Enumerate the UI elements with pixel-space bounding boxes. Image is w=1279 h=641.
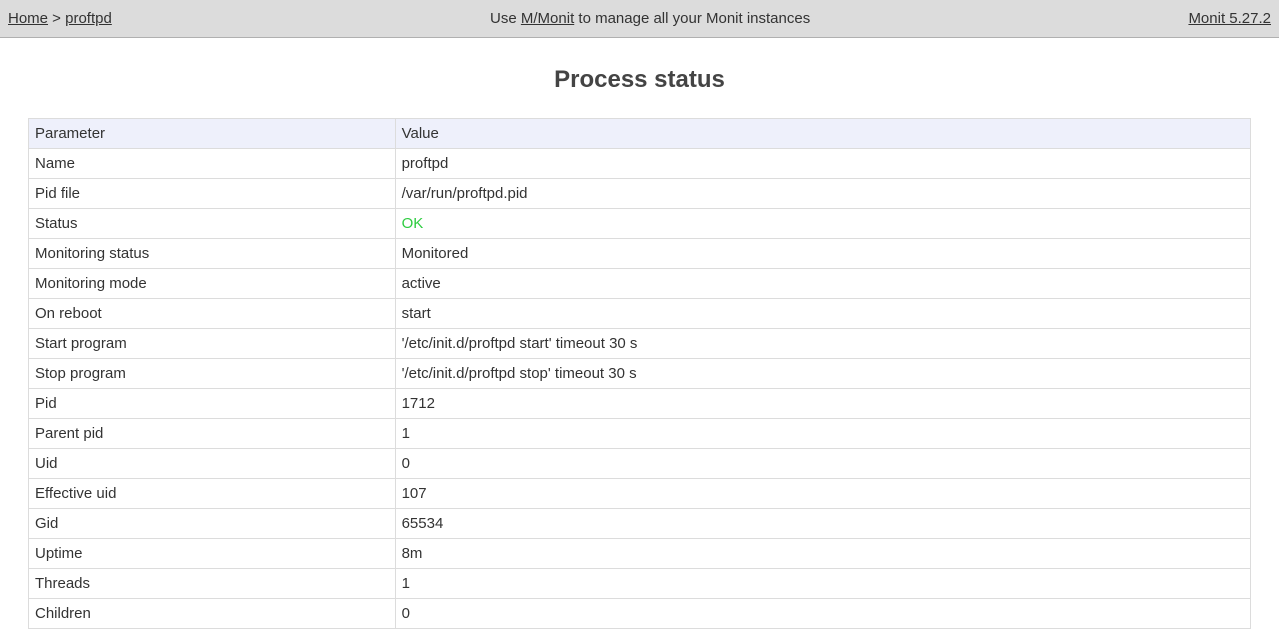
- table-row: On rebootstart: [29, 299, 1251, 329]
- table-cell-param: Monitoring status: [29, 239, 396, 269]
- table-row: Nameproftpd: [29, 149, 1251, 179]
- breadcrumb-separator: >: [48, 10, 65, 27]
- breadcrumb-home-link[interactable]: Home: [8, 10, 48, 27]
- table-cell-value: 1: [395, 569, 1250, 599]
- table-cell-value: /var/run/proftpd.pid: [395, 179, 1250, 209]
- table-cell-param: Children: [29, 599, 396, 629]
- table-cell-value: '/etc/init.d/proftpd start' timeout 30 s: [395, 329, 1250, 359]
- table-cell-param: Pid: [29, 389, 396, 419]
- status-table: Parameter Value NameproftpdPid file/var/…: [28, 118, 1251, 629]
- topbar-version: Monit 5.27.2: [1188, 10, 1271, 27]
- table-row: Monitoring modeactive: [29, 269, 1251, 299]
- promo-suffix: to manage all your Monit instances: [574, 10, 810, 27]
- breadcrumb: Home > proftpd: [8, 10, 112, 27]
- table-cell-value: '/etc/init.d/proftpd stop' timeout 30 s: [395, 359, 1250, 389]
- table-cell-param: On reboot: [29, 299, 396, 329]
- table-row: Uptime8m: [29, 539, 1251, 569]
- mmonit-link[interactable]: M/Monit: [521, 10, 574, 27]
- table-cell-value: 8m: [395, 539, 1250, 569]
- table-cell-value: active: [395, 269, 1250, 299]
- table-cell-param: Threads: [29, 569, 396, 599]
- table-row: Gid65534: [29, 509, 1251, 539]
- table-row: Monitoring statusMonitored: [29, 239, 1251, 269]
- table-cell-param: Effective uid: [29, 479, 396, 509]
- table-cell-param: Start program: [29, 329, 396, 359]
- table-cell-value: Monitored: [395, 239, 1250, 269]
- table-row: Effective uid107: [29, 479, 1251, 509]
- table-cell-param: Monitoring mode: [29, 269, 396, 299]
- table-row: Stop program'/etc/init.d/proftpd stop' t…: [29, 359, 1251, 389]
- table-cell-value: OK: [395, 209, 1250, 239]
- table-cell-param: Parent pid: [29, 419, 396, 449]
- table-cell-param: Gid: [29, 509, 396, 539]
- table-header-value: Value: [395, 119, 1250, 149]
- table-cell-value: 0: [395, 599, 1250, 629]
- table-cell-param: Stop program: [29, 359, 396, 389]
- table-header-row: Parameter Value: [29, 119, 1251, 149]
- table-row: StatusOK: [29, 209, 1251, 239]
- table-header-param: Parameter: [29, 119, 396, 149]
- breadcrumb-current-link[interactable]: proftpd: [65, 10, 112, 27]
- table-row: Threads1: [29, 569, 1251, 599]
- table-cell-param: Status: [29, 209, 396, 239]
- table-cell-value: proftpd: [395, 149, 1250, 179]
- version-link[interactable]: Monit 5.27.2: [1188, 10, 1271, 27]
- table-row: Start program'/etc/init.d/proftpd start'…: [29, 329, 1251, 359]
- promo-prefix: Use: [490, 10, 521, 27]
- table-cell-value: 65534: [395, 509, 1250, 539]
- table-row: Pid1712: [29, 389, 1251, 419]
- topbar: Home > proftpd Use M/Monit to manage all…: [0, 0, 1279, 38]
- table-row: Uid0: [29, 449, 1251, 479]
- page-title: Process status: [0, 66, 1279, 94]
- table-cell-param: Pid file: [29, 179, 396, 209]
- table-row: Pid file/var/run/proftpd.pid: [29, 179, 1251, 209]
- table-cell-value: 1: [395, 419, 1250, 449]
- table-cell-value: 107: [395, 479, 1250, 509]
- table-cell-value: start: [395, 299, 1250, 329]
- topbar-promo: Use M/Monit to manage all your Monit ins…: [112, 10, 1189, 27]
- table-cell-param: Name: [29, 149, 396, 179]
- table-cell-param: Uid: [29, 449, 396, 479]
- table-cell-value: 0: [395, 449, 1250, 479]
- content: Parameter Value NameproftpdPid file/var/…: [0, 118, 1279, 629]
- table-cell-param: Uptime: [29, 539, 396, 569]
- table-row: Parent pid1: [29, 419, 1251, 449]
- table-row: Children0: [29, 599, 1251, 629]
- table-cell-value: 1712: [395, 389, 1250, 419]
